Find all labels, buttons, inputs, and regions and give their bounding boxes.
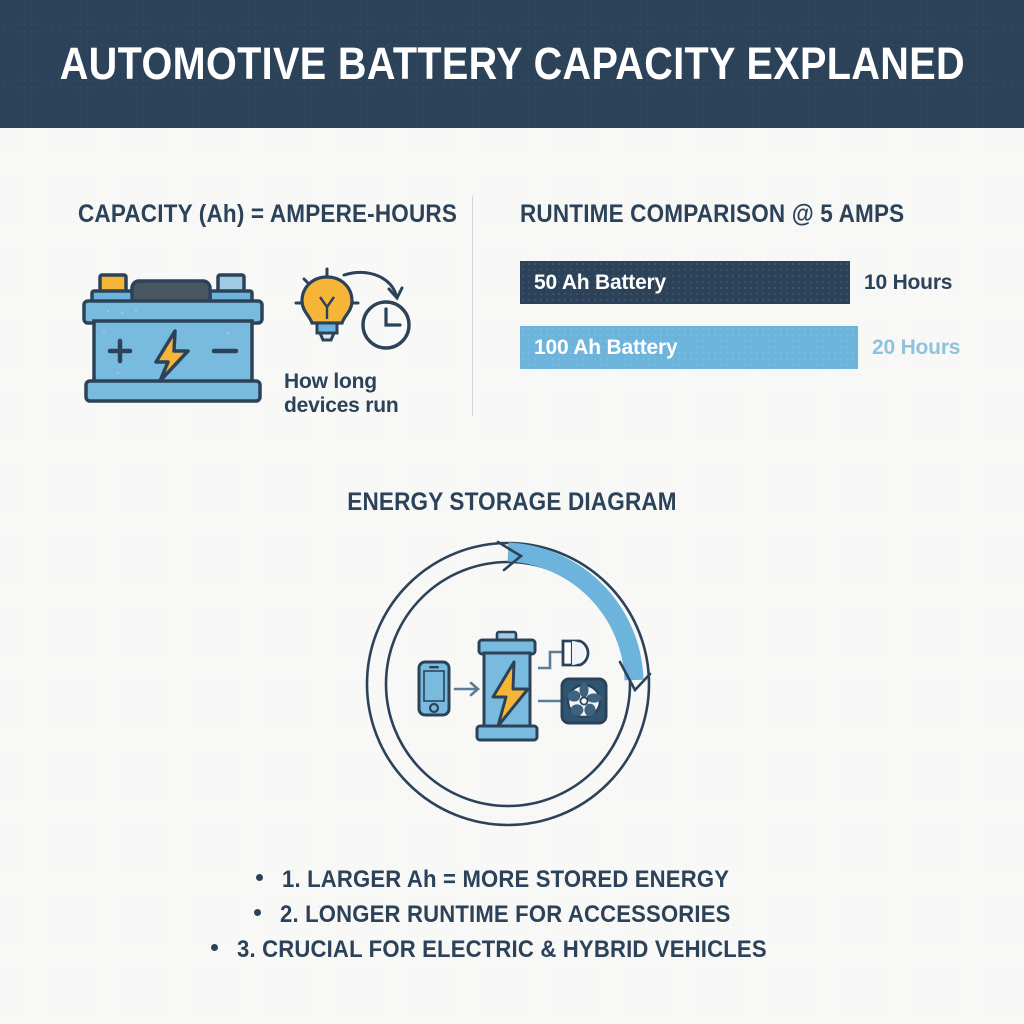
bar-row: 100 Ah Battery 20 Hours xyxy=(520,326,970,369)
smartphone-icon xyxy=(417,660,451,717)
energy-diagram-heading: ENERGY STORAGE DIAGRAM xyxy=(347,488,677,516)
bullet-dot-icon xyxy=(256,874,264,881)
header-band: AUTOMOTIVE BATTERY CAPACITY EXPLANED xyxy=(0,0,1024,128)
list-item-label: 2. LONGER RUNTIME FOR ACCESSORIES xyxy=(280,901,731,928)
list-item: 1. LARGER Ah = MORE STORED ENERGY xyxy=(0,862,1024,897)
page-title: AUTOMOTIVE BATTERY CAPACITY EXPLANED xyxy=(59,38,965,89)
lamp-connector xyxy=(538,650,562,670)
list-item-label: 3. CRUCIAL FOR ELECTRIC & HYBRID VEHICLE… xyxy=(237,936,767,963)
fan-icon xyxy=(560,677,608,725)
energy-diagram-heading-wrap: ENERGY STORAGE DIAGRAM xyxy=(0,488,1024,517)
list-item: 2. LONGER RUNTIME FOR ACCESSORIES xyxy=(0,897,1024,932)
key-points-list: 1. LARGER Ah = MORE STORED ENERGY 2. LON… xyxy=(0,862,1024,967)
energy-storage-diagram xyxy=(358,534,668,834)
lightbulb-clock-graphic xyxy=(294,267,411,350)
bullet-dot-icon xyxy=(254,909,262,916)
bar-value-50ah: 10 Hours xyxy=(864,270,953,294)
lightning-bolt-icon xyxy=(491,660,530,728)
outer-circle xyxy=(365,541,651,827)
runtime-concept-group: How long devices run xyxy=(284,263,434,417)
inner-circle xyxy=(384,560,632,808)
bar-row: 50 Ah Battery 10 Hours xyxy=(520,261,970,304)
cycle-arrow-icon xyxy=(507,542,644,681)
list-item-label: 1. LARGER Ah = MORE STORED ENERGY xyxy=(281,866,730,893)
curved-arrow-icon xyxy=(342,270,398,297)
bar-100ah: 100 Ah Battery xyxy=(520,326,858,369)
lamp-icon xyxy=(561,639,590,667)
runtime-caption-line-1: How long xyxy=(284,370,377,393)
bar-label-50ah: 50 Ah Battery xyxy=(534,270,667,294)
car-battery-icon xyxy=(82,273,264,403)
runtime-comparison-panel: RUNTIME COMPARISON @ 5 AMPS 50 Ah Batter… xyxy=(520,200,970,391)
capacity-graphics: How long devices run xyxy=(78,263,448,417)
list-item: 3. CRUCIAL FOR ELECTRIC & HYBRID VEHICLE… xyxy=(0,932,1024,967)
energy-cycle-graphic xyxy=(365,540,652,827)
bullet-dot-icon xyxy=(211,944,219,951)
battery-plus-sign xyxy=(107,338,133,364)
capacity-heading: CAPACITY (Ah) = AMPERE-HOURS xyxy=(78,200,458,228)
battery-cell-icon xyxy=(475,630,539,742)
runtime-caption: How long devices run xyxy=(284,370,434,417)
bar-50ah: 50 Ah Battery xyxy=(520,261,850,304)
runtime-caption-line-2: devices run xyxy=(284,393,399,417)
bar-value-100ah: 20 Hours xyxy=(872,335,961,359)
capacity-panel: CAPACITY (Ah) = AMPERE-HOURS xyxy=(78,200,458,417)
lightning-bolt-icon xyxy=(154,329,190,383)
bar-label-100ah: 100 Ah Battery xyxy=(534,335,678,359)
flow-arrow-icon xyxy=(453,681,480,697)
runtime-heading: RUNTIME COMPARISON @ 5 AMPS xyxy=(520,200,905,228)
clock-icon xyxy=(361,300,411,350)
panel-divider xyxy=(472,196,473,416)
